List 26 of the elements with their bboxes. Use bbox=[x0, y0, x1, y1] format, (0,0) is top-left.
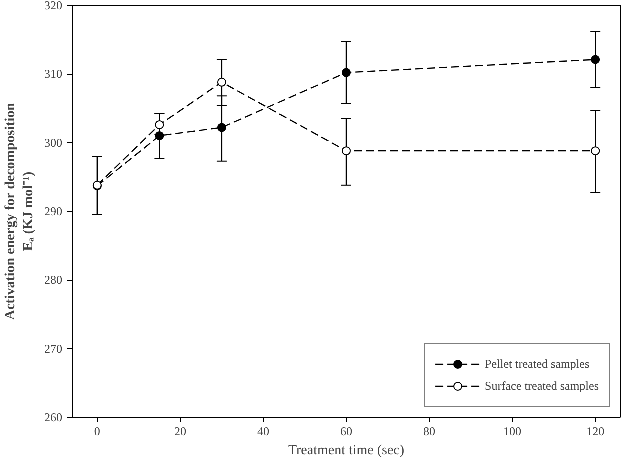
x-tick-label: 80 bbox=[424, 424, 436, 438]
y-tick-label: 310 bbox=[44, 67, 62, 82]
y-tick-label: 290 bbox=[44, 204, 62, 218]
legend-label: Surface treated samples bbox=[485, 378, 599, 394]
y-tick-label: 280 bbox=[44, 273, 62, 288]
x-tick-label: 100 bbox=[504, 424, 522, 438]
point bbox=[217, 123, 226, 132]
point bbox=[155, 120, 164, 130]
y-tick-label: 320 bbox=[44, 0, 62, 12]
x-tick-label: 120 bbox=[586, 424, 605, 438]
x-axis-title: Treatment time (sec) bbox=[288, 444, 405, 458]
legend-label: Pellet treated samples bbox=[485, 356, 590, 372]
point bbox=[591, 146, 600, 156]
x-tick-label: 20 bbox=[174, 424, 186, 438]
point bbox=[155, 131, 164, 140]
y-tick-label: 270 bbox=[44, 342, 62, 356]
point bbox=[342, 146, 351, 156]
point bbox=[217, 78, 226, 87]
x-tick-label: 0 bbox=[94, 424, 100, 438]
y-axis-title: Activation energy for decomposition Eₐ (KJ mol⁻¹) bbox=[4, 102, 36, 320]
point bbox=[342, 68, 351, 78]
y-tick-label: 260 bbox=[44, 410, 62, 424]
point bbox=[591, 55, 600, 64]
x-tick-label: 60 bbox=[340, 424, 352, 438]
x-tick-label: 40 bbox=[257, 424, 270, 438]
y-tick-label: 300 bbox=[44, 136, 62, 150]
